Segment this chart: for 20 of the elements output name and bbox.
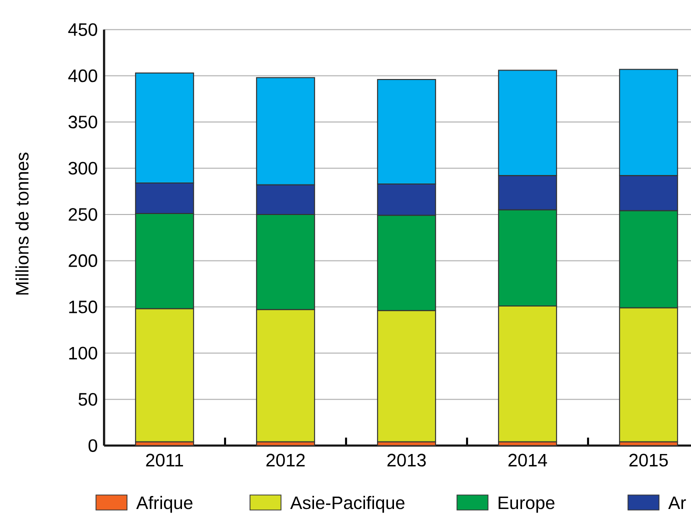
y-axis-title: Millions de tonnes bbox=[15, 152, 29, 295]
y-tick-label: 0 bbox=[88, 439, 98, 452]
y-tick-label: 50 bbox=[78, 392, 98, 406]
y-tick-label: 150 bbox=[69, 300, 98, 314]
legend-label: Asie-Pacifique bbox=[290, 496, 404, 513]
legend-label: Ar bbox=[668, 496, 686, 509]
y-tick-label: 200 bbox=[68, 254, 98, 268]
legend-label: Europe bbox=[498, 496, 554, 513]
x-tick-label: 2012 bbox=[266, 454, 305, 467]
x-tick-label: 2014 bbox=[508, 454, 548, 467]
y-tick-label: 450 bbox=[68, 23, 98, 36]
x-tick-label: 2013 bbox=[387, 454, 426, 467]
y-tick-label: 400 bbox=[68, 69, 98, 82]
y-tick-label: 350 bbox=[68, 116, 98, 128]
y-tick-label: 300 bbox=[68, 162, 98, 175]
x-tick-label: 2011 bbox=[146, 454, 184, 467]
y-tick-label: 100 bbox=[69, 346, 98, 360]
y-tick-label: 250 bbox=[68, 208, 98, 221]
x-tick-label: 2015 bbox=[629, 454, 668, 467]
legend-label: Afrique bbox=[136, 496, 192, 513]
